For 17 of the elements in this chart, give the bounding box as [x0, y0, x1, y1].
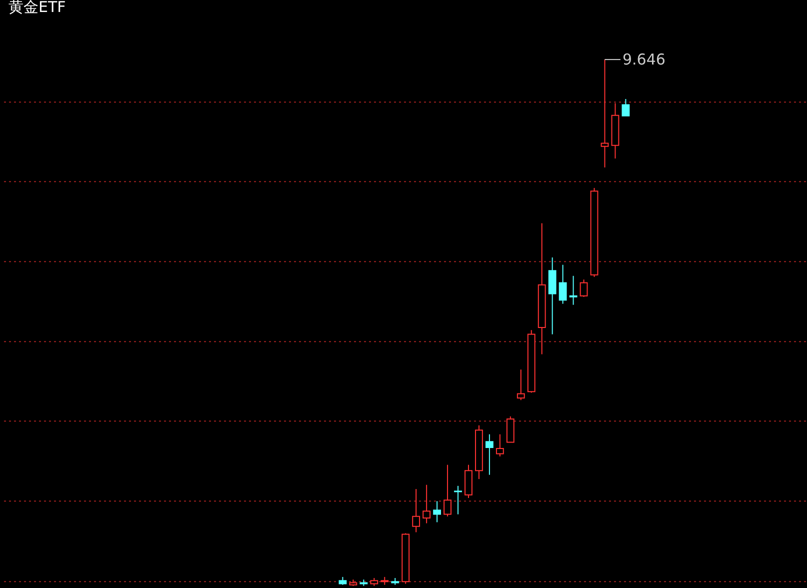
candlestick	[506, 416, 514, 443]
annotation: 9.646	[622, 50, 666, 69]
candlestick	[485, 434, 494, 476]
candlestick	[569, 275, 578, 306]
candlestick	[444, 464, 452, 517]
candlestick	[600, 59, 609, 168]
candlestick	[454, 485, 462, 515]
candlestick	[548, 256, 556, 335]
candlestick	[580, 279, 588, 298]
candlestick	[516, 369, 525, 401]
candlestick	[622, 98, 630, 116]
candlestick	[558, 264, 567, 304]
text: 黄金ETF	[8, 0, 66, 16]
candlestick	[412, 488, 420, 533]
candlestick	[496, 434, 504, 457]
candlestick	[433, 500, 441, 523]
candlestick	[422, 484, 431, 524]
